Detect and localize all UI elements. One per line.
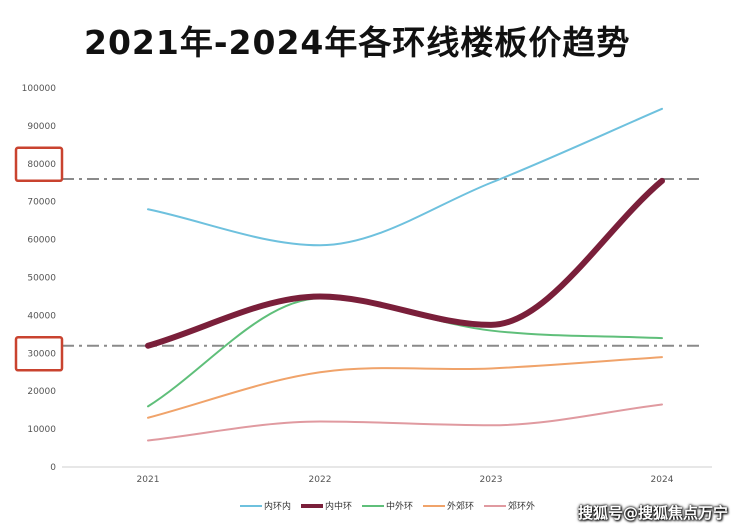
series-line-1 bbox=[147, 107, 663, 247]
legend-label-5: 郊环外 bbox=[508, 500, 535, 512]
highlight-box bbox=[14, 336, 64, 372]
y-tick-label: 80000 bbox=[27, 160, 56, 170]
x-tick-label: 2022 bbox=[309, 475, 332, 485]
y-tick-label: 10000 bbox=[27, 425, 56, 435]
series-line-5 bbox=[147, 403, 663, 442]
y-tick-label: 0 bbox=[50, 463, 56, 473]
y-tick-label: 40000 bbox=[27, 311, 56, 321]
y-tick-label: 90000 bbox=[27, 122, 56, 132]
y-tick-label: 100000 bbox=[22, 84, 57, 94]
x-tick-label: 2021 bbox=[137, 475, 160, 485]
y-tick-label: 20000 bbox=[27, 387, 56, 397]
y-tick-label: 50000 bbox=[27, 274, 56, 284]
x-tick-label: 2023 bbox=[480, 475, 503, 485]
y-tick-label: 70000 bbox=[27, 198, 56, 208]
y-tick-label: 30000 bbox=[27, 349, 56, 359]
legend-label-4: 外郊环 bbox=[447, 500, 474, 512]
legend-label-2: 内中环 bbox=[325, 500, 352, 512]
watermark: 搜狐号@搜狐焦点万宁 bbox=[577, 504, 728, 522]
legend-label-3: 中外环 bbox=[386, 500, 413, 512]
y-tick-label: 60000 bbox=[27, 236, 56, 246]
legend-label-1: 内环内 bbox=[264, 500, 291, 512]
series-line-3 bbox=[147, 297, 663, 408]
highlight-box bbox=[14, 146, 64, 183]
chart-title: 2021年-2024年各环线楼板价趋势 bbox=[84, 23, 631, 62]
x-tick-label: 2024 bbox=[651, 475, 674, 485]
series-line-4 bbox=[147, 356, 663, 419]
series-line-2 bbox=[145, 177, 665, 349]
